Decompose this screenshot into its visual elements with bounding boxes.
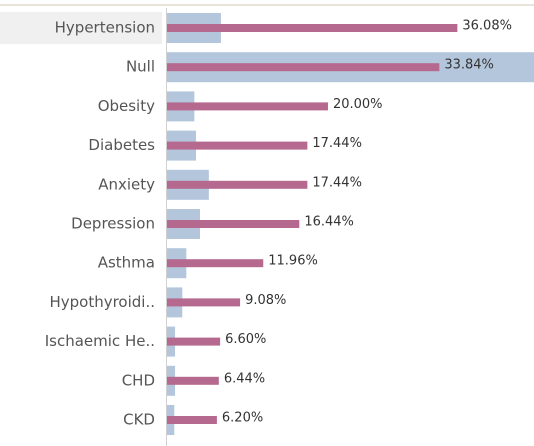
bar bbox=[167, 24, 458, 32]
value-label: 6.44% bbox=[224, 371, 265, 386]
category-label: CKD bbox=[123, 411, 155, 429]
row-highlight bbox=[0, 12, 162, 44]
value-label: 20.00% bbox=[333, 97, 383, 112]
category-label: Depression bbox=[71, 215, 155, 233]
value-label: 33.84% bbox=[444, 58, 494, 73]
category-label: CHD bbox=[122, 371, 155, 389]
value-label: 17.44% bbox=[312, 175, 362, 190]
bar bbox=[167, 220, 300, 228]
bar bbox=[167, 180, 308, 189]
value-label: 9.08% bbox=[245, 293, 286, 308]
category-label: Null bbox=[126, 58, 155, 76]
bar bbox=[167, 63, 440, 72]
category-label: Diabetes bbox=[88, 136, 155, 154]
value-label: 36.08% bbox=[462, 19, 512, 34]
bar bbox=[167, 141, 308, 150]
bar bbox=[167, 376, 219, 385]
value-label: 6.60% bbox=[225, 332, 266, 347]
value-label: 17.44% bbox=[312, 136, 362, 151]
value-label: 11.96% bbox=[268, 254, 318, 269]
value-label: 16.44% bbox=[304, 215, 354, 230]
category-label: Anxiety bbox=[98, 175, 155, 193]
bar bbox=[167, 259, 264, 268]
value-label: 6.20% bbox=[222, 411, 263, 426]
bar bbox=[167, 337, 221, 346]
category-label: Hypothyroidi.. bbox=[49, 293, 155, 311]
bar bbox=[167, 298, 241, 307]
bar bbox=[167, 102, 328, 111]
category-label: Hypertension bbox=[55, 19, 155, 37]
category-label: Obesity bbox=[98, 97, 155, 115]
category-label: Asthma bbox=[98, 254, 155, 272]
category-label: Ischaemic He.. bbox=[45, 332, 155, 350]
bar bbox=[167, 416, 217, 424]
